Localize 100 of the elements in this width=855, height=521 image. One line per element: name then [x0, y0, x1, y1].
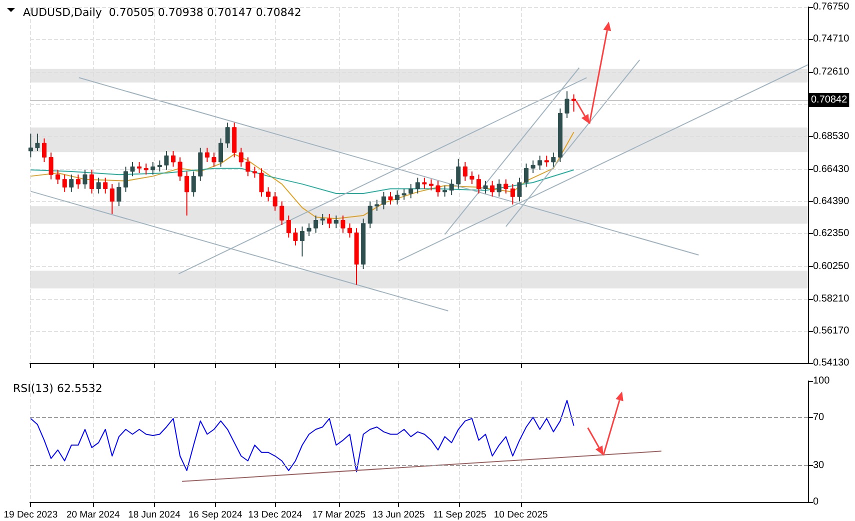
y-tick-label: 0.60250: [813, 261, 850, 272]
y-tick-label: 0.54130: [813, 358, 850, 368]
y-tick-label: 0.56170: [813, 325, 850, 336]
chart-title: RSI(13) 62.5532: [13, 382, 102, 395]
x-tick-label: 20 Mar 2024: [66, 510, 120, 520]
candlestick: [103, 177, 108, 194]
y-tick-label: 0.72610: [813, 66, 850, 78]
candlestick: [62, 174, 67, 192]
candlestick: [504, 178, 508, 194]
candlestick: [178, 156, 182, 182]
x-tick-label: 10 Dec 2025: [494, 510, 548, 520]
candlestick: [252, 166, 257, 178]
candlestick: [238, 147, 244, 168]
candlestick: [544, 155, 549, 168]
candlestick: [42, 138, 47, 163]
candlestick: [35, 133, 40, 152]
x-tick-label: 17 Mar 2025: [312, 510, 366, 520]
y-tick-label: 30: [813, 460, 825, 472]
candlestick: [76, 174, 80, 190]
candlestick: [538, 155, 542, 170]
candlestick: [212, 152, 216, 168]
candlestick: [137, 162, 142, 174]
candlestick: [496, 178, 502, 198]
candlestick: [259, 168, 264, 198]
ref-line-label: 0.70842: [811, 94, 848, 106]
y-tick-label: 0.76750: [813, 2, 850, 12]
y-tick-label: 0.62350: [813, 228, 850, 240]
y-tick-label: 0.64390: [813, 196, 850, 208]
candlestick: [110, 184, 114, 214]
candlestick: [306, 222, 312, 236]
candlestick: [320, 213, 325, 226]
candlestick: [150, 162, 156, 176]
y-tick-label: 70: [813, 412, 825, 423]
line-series: [30, 132, 574, 220]
candlestick: [374, 199, 380, 212]
candlestick: [395, 190, 400, 206]
candlestick: [510, 184, 515, 206]
candlestick: [218, 138, 224, 168]
candlestick: [69, 174, 74, 192]
candlestick: [272, 191, 278, 212]
candlestick: [293, 228, 298, 246]
candlestick: [530, 160, 536, 174]
candlestick: [551, 152, 556, 168]
candlestick: [184, 170, 190, 216]
chart-title: AUDUSD,Daily 0.70505 0.70938 0.70147 0.70842: [23, 6, 302, 19]
candlestick: [572, 94, 576, 112]
candlestick: [381, 191, 386, 210]
candlestick: [470, 170, 474, 185]
candlestick: [123, 166, 128, 192]
candlestick: [327, 213, 332, 229]
x-tick-label: 19 Dec 2023: [4, 510, 58, 520]
candlestick: [456, 158, 461, 190]
candlestick: [449, 178, 454, 196]
x-tick-label: 13 Jun 2025: [372, 510, 425, 520]
x-tick-label: 16 Sep 2024: [188, 510, 242, 520]
candlestick: [191, 170, 196, 198]
candlestick: [246, 156, 250, 177]
candlestick: [198, 147, 203, 182]
x-tick-label: 18 Jun 2024: [128, 510, 180, 520]
candlestick: [415, 177, 420, 194]
candlestick: [462, 162, 468, 182]
y-tick-label: 0.68530: [813, 130, 850, 142]
candlestick: [402, 188, 406, 200]
candlestick: [490, 180, 495, 198]
candlestick: [524, 163, 529, 188]
line-series: [30, 400, 574, 472]
y-tick-label: 100: [813, 376, 830, 386]
y-tick-label: 0.74710: [813, 34, 850, 45]
candlestick: [483, 180, 488, 194]
candlestick: [348, 222, 352, 238]
candlestick: [90, 169, 94, 194]
candlestick: [436, 180, 440, 198]
candlestick: [300, 226, 304, 257]
candlestick: [130, 162, 135, 177]
candlestick: [204, 147, 210, 163]
candlestick: [56, 169, 60, 185]
candlestick: [225, 122, 230, 148]
candlestick: [476, 174, 481, 194]
candlestick: [314, 215, 318, 234]
candlestick: [428, 178, 434, 191]
candlestick: [144, 163, 148, 176]
x-tick-label: 11 Sep 2025: [433, 510, 486, 520]
candlestick: [157, 160, 162, 172]
candlestick: [517, 177, 522, 202]
candlestick: [96, 177, 101, 194]
candlestick: [340, 215, 346, 234]
y-tick-label: 0.58210: [813, 293, 850, 304]
candlestick: [368, 200, 372, 229]
candlestick: [564, 90, 570, 118]
candlestick: [164, 150, 169, 170]
candlestick: [442, 185, 448, 198]
candlestick: [334, 215, 338, 229]
y-tick-label: 0: [813, 496, 819, 508]
candlestick: [82, 169, 88, 190]
x-tick-label: 13 Dec 2024: [248, 510, 302, 520]
candlestick: [422, 177, 427, 190]
candlestick: [286, 215, 291, 238]
candlestick: [170, 150, 176, 168]
candlestick: [266, 186, 271, 202]
candlestick: [28, 133, 33, 158]
